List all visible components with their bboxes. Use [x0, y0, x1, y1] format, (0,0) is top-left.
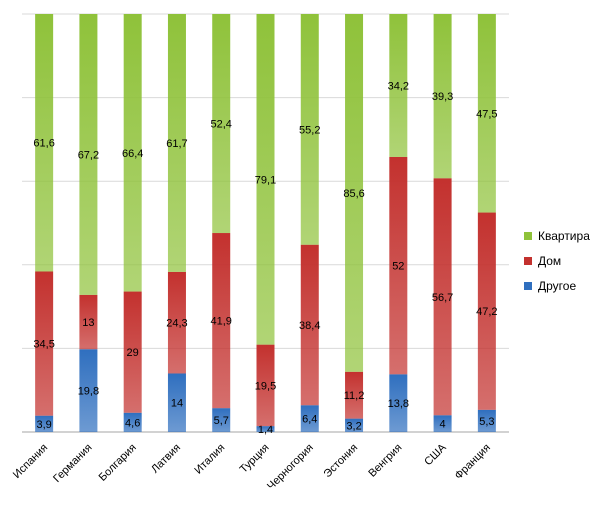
data-label: 24,3 — [166, 318, 187, 330]
bar-segment — [79, 349, 98, 432]
bar-segment — [167, 373, 186, 432]
data-label: 34,5 — [33, 339, 54, 351]
bar-segment — [345, 14, 364, 372]
legend-item-house: Дом — [524, 251, 590, 271]
bar-segment — [212, 14, 231, 234]
bar-segment — [256, 14, 275, 345]
data-label: 47,5 — [476, 108, 497, 120]
data-label: 29 — [127, 347, 139, 359]
data-label: 4,6 — [125, 417, 140, 429]
category-label: Болгария — [97, 442, 139, 484]
category-label: Черногория — [265, 442, 316, 493]
data-label: 41,9 — [211, 316, 232, 328]
data-label: 39,3 — [432, 91, 453, 103]
bar-segment — [123, 412, 142, 432]
bar-segment — [389, 156, 408, 375]
data-label: 4 — [440, 419, 446, 431]
data-label: 1,4 — [258, 424, 273, 436]
bar-segment — [256, 426, 275, 432]
category-label: Венгрия — [366, 442, 404, 480]
data-label: 67,2 — [78, 149, 99, 161]
bar-segment — [123, 14, 142, 292]
legend-label-house: Дом — [538, 254, 562, 268]
bar-segment — [79, 294, 98, 350]
data-label: 52 — [392, 261, 404, 273]
legend-swatch-other — [524, 282, 532, 290]
legend-swatch-house — [524, 257, 532, 265]
bar-segment — [477, 212, 496, 410]
data-label: 5,7 — [214, 415, 229, 427]
legend-swatch-apartment — [524, 232, 532, 240]
category-label: Италия — [192, 442, 227, 477]
data-label: 38,4 — [299, 320, 320, 332]
bar-segment — [477, 409, 496, 432]
bar-segment — [123, 291, 142, 413]
bar-segment — [300, 14, 319, 245]
data-label: 11,2 — [344, 390, 365, 402]
data-label: 61,7 — [166, 138, 187, 150]
data-label: 6,4 — [302, 414, 317, 426]
category-label: Германия — [51, 442, 94, 485]
bar-segment — [167, 271, 186, 374]
bar-segment — [35, 271, 54, 416]
bar-segment — [433, 178, 452, 416]
legend-label-other: Другое — [538, 279, 577, 293]
data-label: 85,6 — [343, 188, 364, 200]
legend-item-other: Другое — [524, 276, 590, 296]
data-label: 14 — [171, 398, 183, 410]
bar-segment — [212, 233, 231, 409]
bar-segment — [477, 14, 496, 213]
bar-segment — [300, 244, 319, 406]
category-label: Испания — [11, 442, 50, 481]
bar-segment — [35, 415, 54, 432]
bar-segment — [345, 371, 364, 419]
data-label: 13,8 — [388, 398, 409, 410]
data-label: 13 — [82, 317, 94, 329]
data-label: 61,6 — [33, 138, 54, 150]
data-label: 56,7 — [432, 292, 453, 304]
data-label: 3,2 — [346, 420, 361, 432]
category-label: США — [422, 441, 449, 468]
category-label: Турция — [238, 442, 272, 476]
category-label: Франция — [453, 442, 493, 482]
bar-segment — [167, 14, 186, 272]
data-label: 66,4 — [122, 148, 143, 160]
bar-segment — [433, 14, 452, 179]
bar-segment — [35, 14, 54, 272]
bar-segment — [300, 405, 319, 432]
bar-segment — [389, 14, 408, 157]
category-label: Эстония — [322, 442, 361, 481]
bar-segment — [345, 418, 364, 432]
legend-item-apartment: Квартира — [524, 226, 590, 246]
chart-legend: Квартира Дом Другое — [524, 226, 590, 301]
bar-segment — [389, 374, 408, 432]
category-label: Латвия — [149, 442, 183, 476]
data-label: 79,1 — [255, 174, 276, 186]
data-label: 52,4 — [211, 119, 232, 131]
data-label: 19,5 — [255, 380, 276, 392]
bar-segment — [433, 415, 452, 432]
legend-label-apartment: Квартира — [538, 229, 590, 243]
bar-segment — [212, 408, 231, 432]
data-label: 5,3 — [479, 416, 494, 428]
data-label: 3,9 — [36, 419, 51, 431]
data-label: 19,8 — [78, 386, 99, 398]
data-label: 47,2 — [476, 306, 497, 318]
bar-segment — [256, 344, 275, 427]
bar-segment — [79, 14, 98, 295]
data-label: 34,2 — [388, 80, 409, 92]
data-label: 55,2 — [299, 124, 320, 136]
